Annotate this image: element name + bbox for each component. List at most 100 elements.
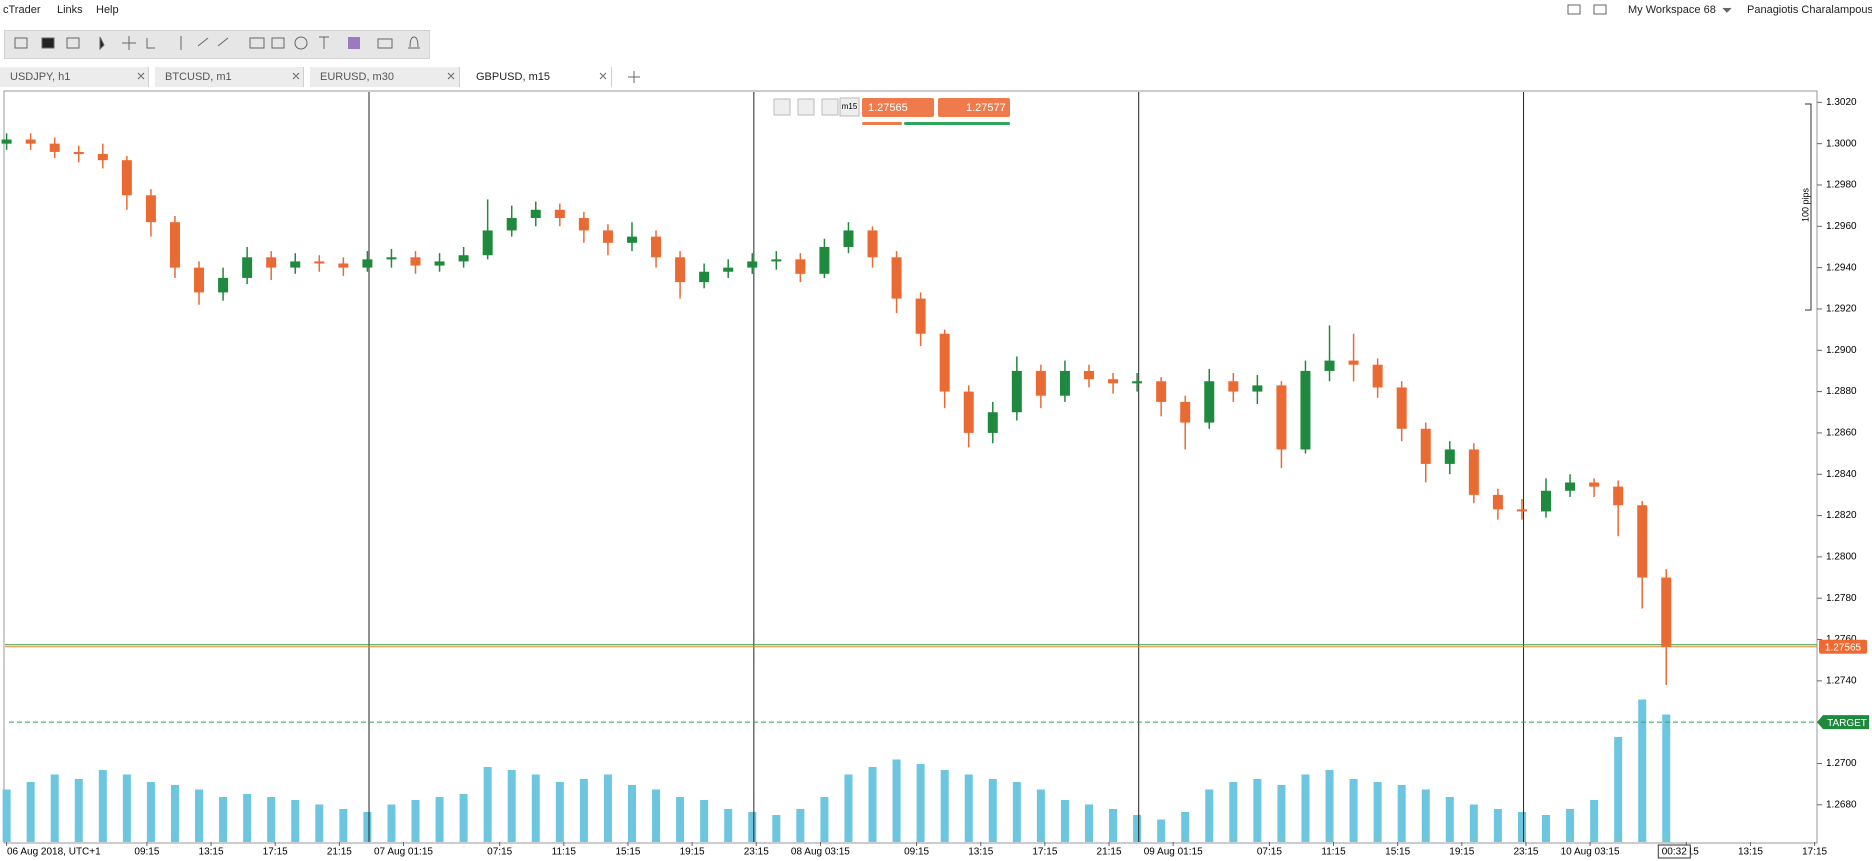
volume-bar bbox=[2, 789, 11, 842]
x-tick-label: 09:15 bbox=[904, 847, 929, 858]
tab[interactable]: EURUSD, m30 bbox=[310, 67, 460, 87]
sell-button[interactable] bbox=[862, 98, 934, 117]
candle-body bbox=[1589, 482, 1600, 487]
timeframe: m15 bbox=[842, 102, 858, 111]
volume-bar bbox=[507, 770, 516, 842]
x-tick-label: 07 Aug 01:15 bbox=[374, 847, 433, 858]
candle-body bbox=[1516, 509, 1527, 512]
volume-bar bbox=[483, 767, 492, 842]
volume-bar bbox=[1325, 770, 1334, 842]
candle-body bbox=[410, 257, 421, 266]
candle-body bbox=[867, 230, 878, 258]
target-label: TARGET bbox=[1827, 718, 1867, 729]
volume-bar bbox=[459, 794, 468, 842]
candle-body bbox=[1492, 494, 1503, 510]
volume-bar bbox=[1662, 714, 1671, 842]
plot-frame bbox=[3, 90, 1818, 844]
spread-bar bbox=[904, 122, 1010, 125]
candle-body bbox=[1011, 370, 1022, 413]
x-tick-label: 10 Aug 03:15 bbox=[1561, 847, 1620, 858]
volume-bar bbox=[820, 797, 829, 842]
candle-body bbox=[939, 333, 950, 392]
buy-price: 1.27577 bbox=[966, 102, 1006, 114]
volume-bar bbox=[603, 774, 612, 842]
buy-button[interactable] bbox=[938, 98, 1010, 117]
user-name[interactable]: Panagiotis Charalampous bbox=[1747, 4, 1872, 16]
candle-body bbox=[843, 230, 854, 247]
candle-body bbox=[578, 218, 589, 231]
volume-bar bbox=[1012, 782, 1021, 842]
volume-bar bbox=[748, 812, 757, 842]
candle-body bbox=[651, 236, 662, 258]
candle-body bbox=[482, 230, 493, 256]
y-tick-label: 1.2960 bbox=[1826, 221, 1857, 232]
volume-bar bbox=[1445, 797, 1454, 842]
candle-body bbox=[386, 257, 397, 260]
volume-bar bbox=[676, 797, 685, 842]
candle-body bbox=[97, 153, 108, 161]
candle-body bbox=[1204, 381, 1215, 423]
volume-bar bbox=[652, 789, 661, 842]
candle-body bbox=[1132, 381, 1143, 384]
workspace[interactable]: My Workspace 68 bbox=[1628, 4, 1716, 16]
volume-bar bbox=[98, 770, 107, 842]
volume-bar bbox=[940, 770, 949, 842]
sell-price: 1.27565 bbox=[868, 102, 908, 114]
y-tick-label: 1.2840 bbox=[1826, 469, 1857, 480]
y-tick-label: 1.2680 bbox=[1826, 799, 1857, 810]
volume-bar bbox=[772, 815, 781, 842]
x-tick-label: 21:15 bbox=[1097, 847, 1122, 858]
candle-body bbox=[25, 139, 36, 144]
menu-item[interactable]: Help bbox=[96, 4, 119, 16]
volume-bar bbox=[1229, 782, 1238, 842]
candle-body bbox=[49, 143, 60, 152]
app-name[interactable]: cTrader bbox=[3, 4, 41, 16]
tab[interactable]: USDJPY, h1 bbox=[0, 67, 149, 87]
x-tick-label: 07:15 bbox=[487, 847, 512, 858]
x-tick-label: 11:15 bbox=[1321, 847, 1346, 858]
x-tick-label: 06 Aug 2018, UTC+1 bbox=[7, 847, 101, 858]
x-tick-label: 17:15 bbox=[1032, 847, 1057, 858]
x-tick-label: 13:15 bbox=[1738, 847, 1763, 858]
candle-body bbox=[506, 218, 517, 231]
candle-body bbox=[1276, 385, 1287, 450]
y-tick-label: 1.2800 bbox=[1826, 552, 1857, 563]
volume-bar bbox=[796, 809, 805, 842]
volume-bar bbox=[1614, 737, 1623, 842]
y-tick-label: 1.2980 bbox=[1826, 180, 1857, 191]
volume-bar bbox=[1421, 789, 1430, 842]
candle-body bbox=[1083, 370, 1094, 380]
volume-bar bbox=[1277, 785, 1286, 842]
candle-body bbox=[1637, 505, 1648, 578]
timeframe-button[interactable] bbox=[839, 97, 860, 117]
tool-button[interactable] bbox=[821, 98, 839, 116]
volume-bar bbox=[1181, 812, 1190, 842]
x-tick-label: 07:15 bbox=[1257, 847, 1282, 858]
y-tick-label: 1.2760 bbox=[1826, 634, 1857, 645]
volume-bar bbox=[26, 782, 35, 842]
volume-bar bbox=[1109, 809, 1118, 842]
candle-body bbox=[1324, 360, 1335, 371]
volume-bar bbox=[122, 774, 131, 842]
tab[interactable]: BTCUSD, m1 bbox=[155, 67, 304, 87]
y-tick-label: 1.2740 bbox=[1826, 675, 1857, 686]
volume-bar bbox=[964, 774, 973, 842]
icons bbox=[14, 4, 1732, 83]
volume-bar bbox=[627, 785, 636, 842]
candle-body bbox=[1108, 379, 1119, 384]
menu-item[interactable]: Links bbox=[57, 4, 83, 16]
candle-body bbox=[747, 261, 758, 268]
volume-bar bbox=[387, 804, 396, 842]
tool-button[interactable] bbox=[797, 98, 815, 116]
candle-body bbox=[987, 412, 998, 433]
candle-body bbox=[362, 259, 373, 268]
tool-button[interactable] bbox=[773, 98, 791, 116]
spread-bar bbox=[862, 122, 902, 125]
tab[interactable]: GBPUSD, m15 bbox=[466, 67, 612, 87]
candle-body bbox=[675, 257, 686, 283]
candle-body bbox=[314, 261, 325, 264]
x-tick-label: 09 Aug 01:15 bbox=[1144, 847, 1203, 858]
y-tick-label: 1.3000 bbox=[1826, 138, 1857, 149]
candle-body bbox=[602, 230, 613, 243]
